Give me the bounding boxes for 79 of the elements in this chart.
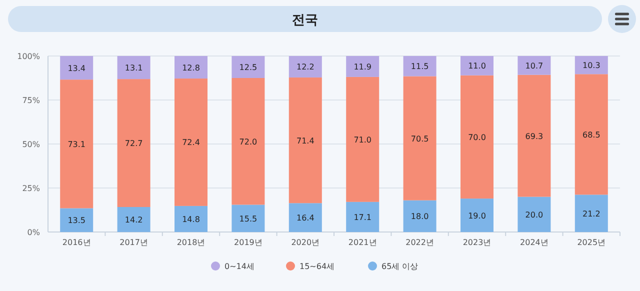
bar <box>346 56 380 77</box>
data-label: 72.0 <box>239 137 258 146</box>
data-label: 10.7 <box>525 61 544 70</box>
bar <box>460 75 494 199</box>
bar <box>518 56 551 75</box>
x-tick-label: 2017년 <box>120 238 148 247</box>
y-tick-label: 0% <box>27 228 40 237</box>
bar <box>574 56 608 74</box>
bar <box>117 79 150 208</box>
y-tick-label: 25% <box>22 184 40 193</box>
bar <box>346 76 380 202</box>
data-label: 21.2 <box>582 209 600 218</box>
data-label: 13.1 <box>124 64 143 73</box>
bar <box>232 78 265 205</box>
y-tick-label: 50% <box>22 140 40 149</box>
bar <box>403 200 436 232</box>
data-label: 71.0 <box>354 135 372 144</box>
x-tick-label: 2020년 <box>291 238 320 247</box>
bar <box>60 56 94 80</box>
bar <box>232 56 265 78</box>
bar <box>346 202 380 232</box>
data-label: 12.2 <box>296 62 314 72</box>
data-label: 15.5 <box>239 214 258 224</box>
data-label: 12.5 <box>239 63 258 72</box>
x-tick-label: 2024년 <box>520 238 548 247</box>
data-label: 71.4 <box>296 136 314 146</box>
bar <box>60 208 94 232</box>
data-label: 73.1 <box>68 140 86 149</box>
data-label: 69.3 <box>525 132 544 141</box>
data-label: 72.4 <box>182 138 200 148</box>
data-label: 13.4 <box>68 64 86 73</box>
bar <box>60 80 94 208</box>
bar <box>460 198 494 232</box>
x-tick-label: 2021년 <box>348 238 377 247</box>
bar <box>403 56 436 76</box>
bar <box>232 204 265 232</box>
bar <box>174 78 208 206</box>
data-label: 16.4 <box>296 214 314 223</box>
x-tick-label: 2018년 <box>176 238 206 247</box>
bar <box>174 56 208 79</box>
bar <box>288 56 322 78</box>
y-tick-label: 75% <box>22 96 40 105</box>
data-label: 14.8 <box>182 214 200 224</box>
bar <box>574 194 608 232</box>
legend-label: 15~64세 <box>300 262 335 271</box>
bar <box>174 206 208 232</box>
data-label: 68.5 <box>582 130 600 140</box>
bar <box>460 56 494 76</box>
chart-title: 전국 <box>292 13 318 28</box>
legend-label: 65세 이상 <box>382 262 418 271</box>
data-label: 70.0 <box>468 132 486 142</box>
data-label: 11.5 <box>410 62 429 72</box>
data-label: 70.5 <box>410 134 429 144</box>
data-label: 18.0 <box>410 212 429 222</box>
data-label: 11.0 <box>468 62 486 71</box>
legend-label: 0~14세 <box>224 262 254 271</box>
data-label: 19.0 <box>468 211 486 220</box>
data-label: 11.9 <box>354 62 372 72</box>
x-tick-label: 2019년 <box>234 238 262 247</box>
data-label: 14.2 <box>124 216 143 225</box>
x-tick-label: 2016년 <box>62 238 91 247</box>
x-tick-label: 2023년 <box>462 238 492 247</box>
bar <box>518 196 551 232</box>
bar <box>518 74 551 197</box>
x-tick-label: 2022년 <box>406 238 434 247</box>
bar <box>574 74 608 195</box>
data-label: 20.0 <box>525 210 544 220</box>
x-tick-label: 2025년 <box>577 238 606 247</box>
bar <box>117 207 150 232</box>
bar <box>117 56 150 80</box>
bar <box>403 76 436 200</box>
data-label: 17.1 <box>354 212 372 222</box>
data-label: 12.8 <box>182 63 200 72</box>
data-label: 72.7 <box>124 139 143 148</box>
bar <box>288 77 322 204</box>
bar <box>288 203 322 232</box>
data-label: 13.5 <box>68 216 86 226</box>
y-tick-label: 100% <box>17 52 40 61</box>
data-label: 10.3 <box>582 61 600 70</box>
